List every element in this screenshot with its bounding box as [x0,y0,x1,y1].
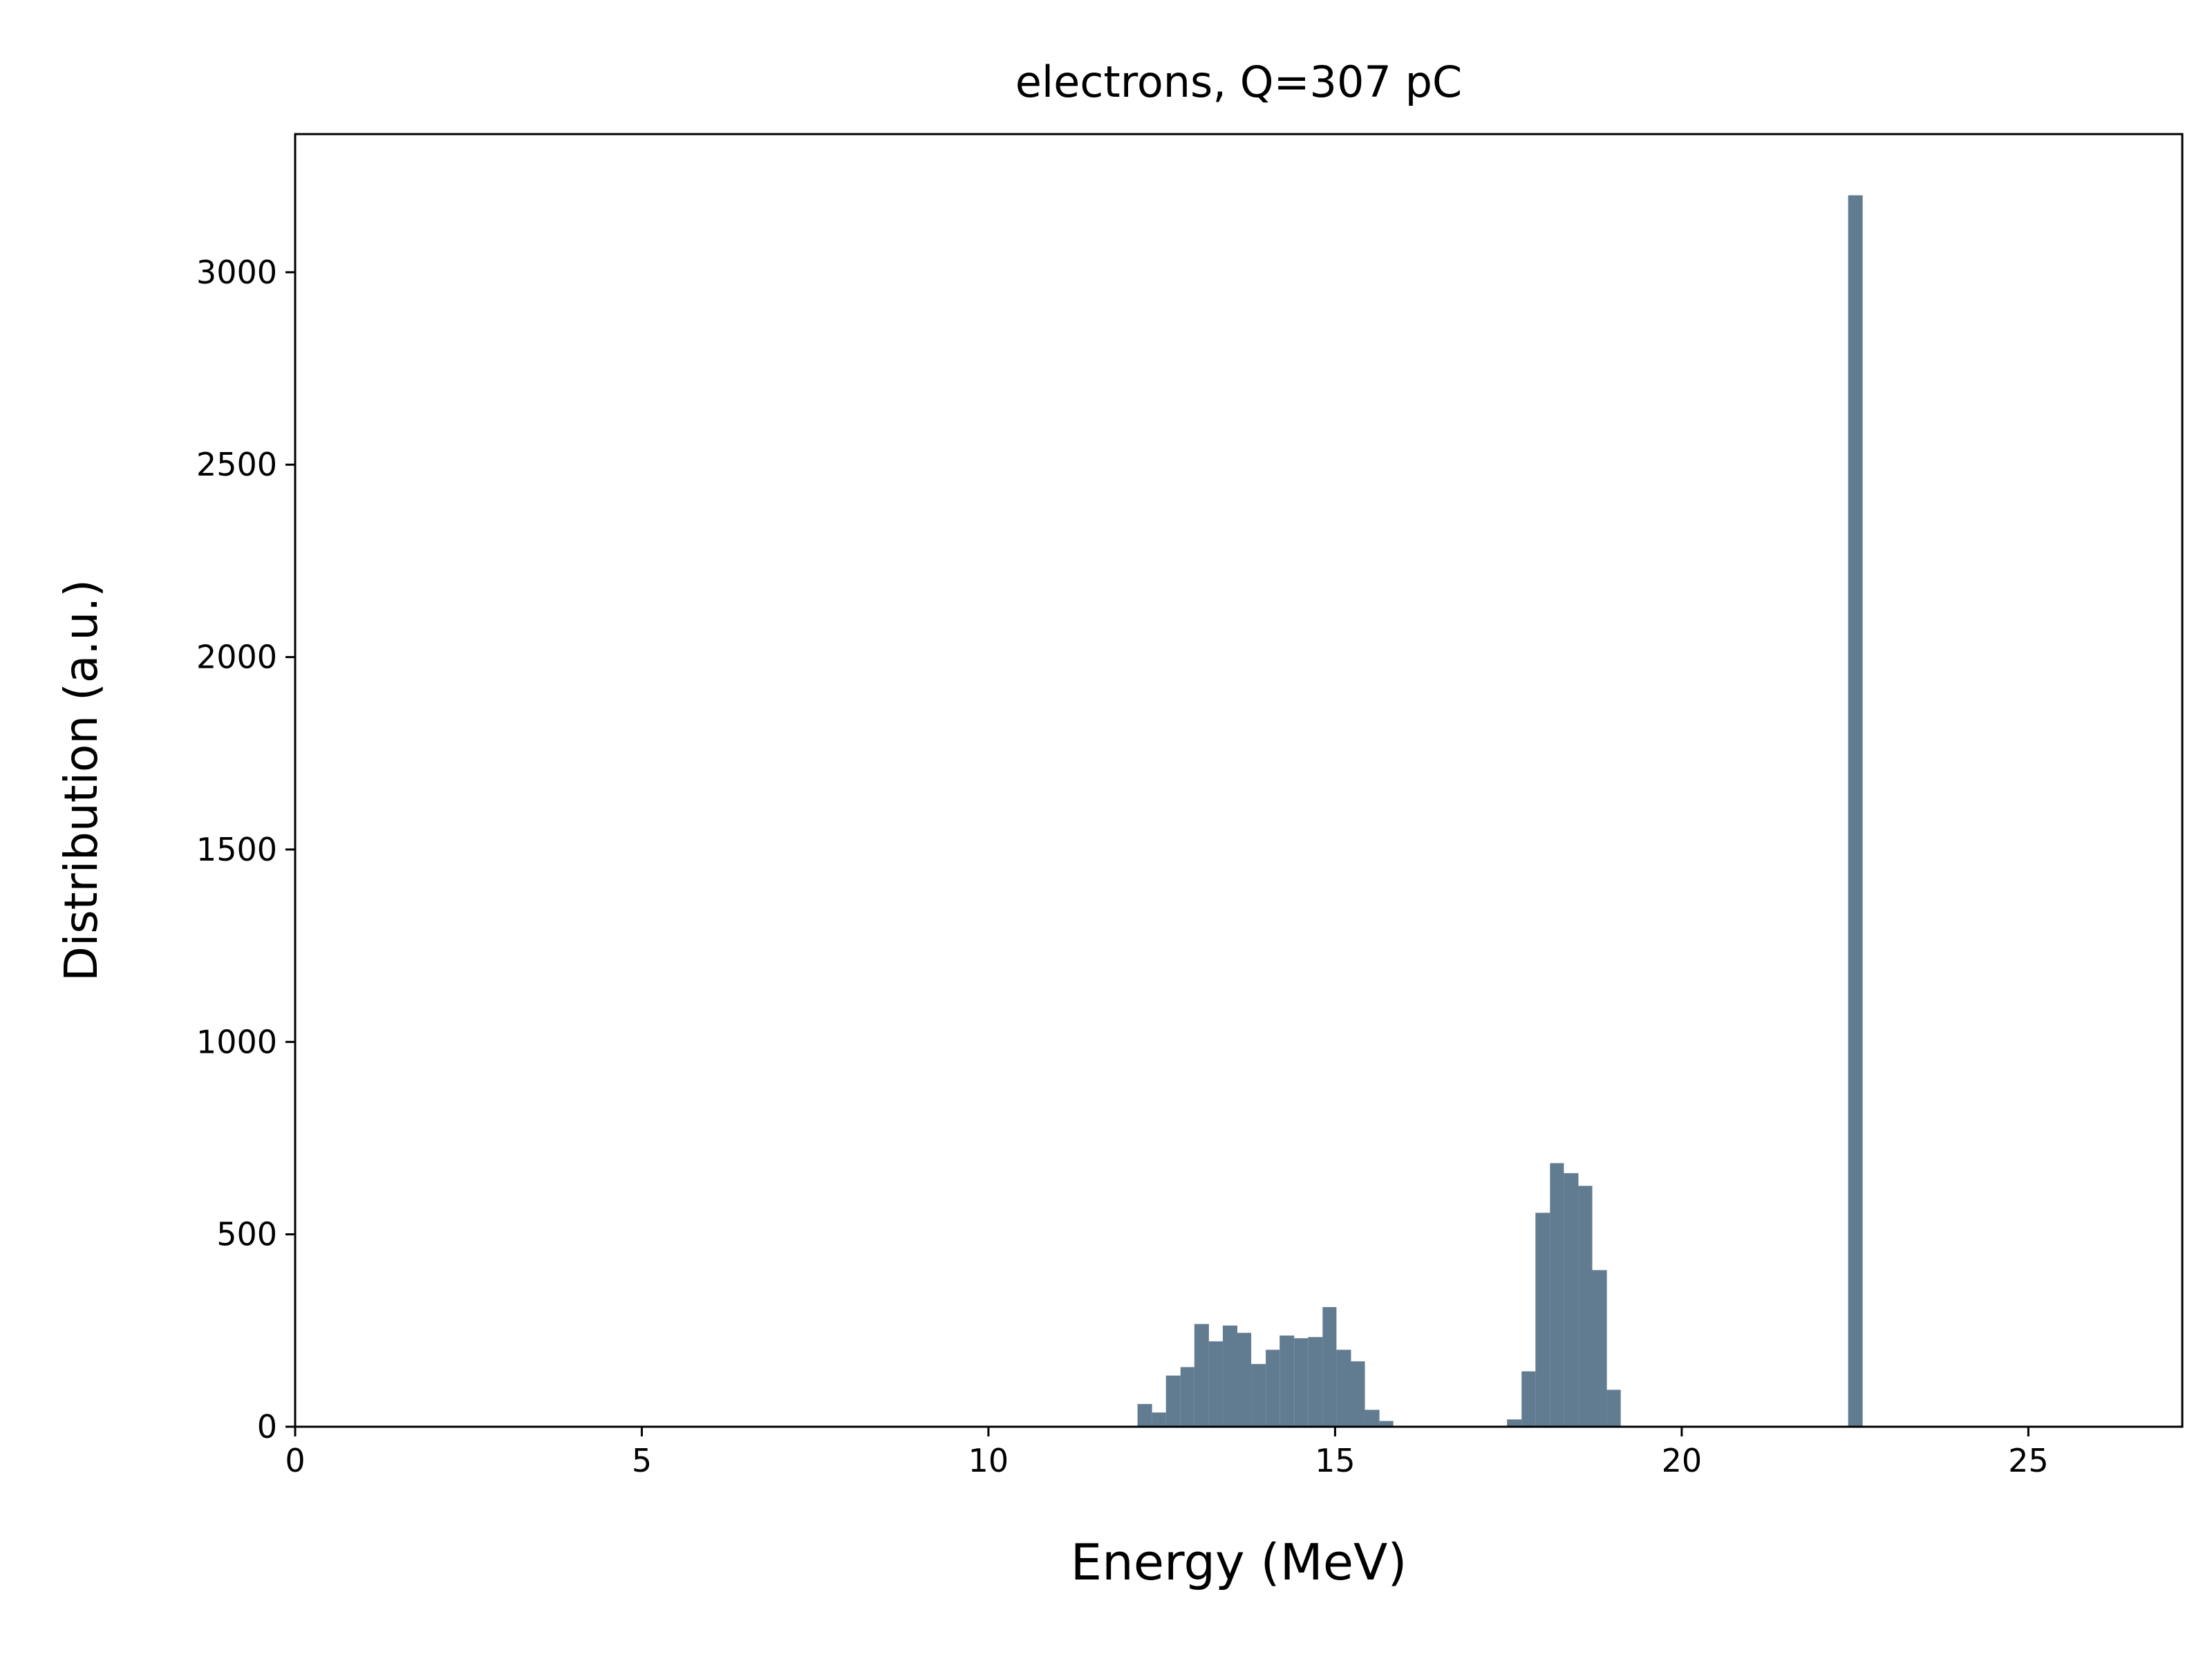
y-tick-label: 2000 [196,639,277,676]
bar [1606,1389,1621,1427]
bar [1365,1409,1380,1427]
bar [1308,1337,1323,1427]
bar [1521,1371,1536,1427]
x-tick-label: 25 [2008,1442,2049,1479]
bar [1351,1361,1365,1427]
bar [1592,1270,1607,1427]
bar [1322,1306,1337,1427]
y-tick-label: 3000 [196,254,277,291]
x-tick-label: 10 [968,1442,1009,1479]
bar [1848,195,1863,1427]
x-axis-label: Energy (MeV) [1071,1533,1407,1591]
bar [1294,1338,1309,1427]
y-axis-label: Distribution (a.u.) [55,579,108,982]
bar [1280,1335,1295,1427]
bar [1208,1341,1223,1427]
chart-title: electrons, Q=307 pC [1015,57,1462,107]
bar [1137,1404,1152,1427]
bar [1564,1173,1579,1427]
plot-frame [294,133,2184,1428]
bar [1251,1364,1266,1427]
bar [1266,1349,1280,1427]
bar [1180,1367,1194,1427]
y-tick-label: 1000 [196,1023,277,1060]
x-tick-label: 0 [285,1442,305,1479]
bar [1194,1324,1209,1427]
bar [1152,1412,1166,1427]
bar [1578,1185,1593,1427]
bar [1507,1419,1522,1427]
y-tick-label: 0 [257,1408,277,1445]
x-tick-label: 20 [1662,1442,1703,1479]
x-tick-label: 5 [632,1442,652,1479]
y-tick-label: 2500 [196,446,277,483]
y-tick-label: 500 [216,1216,277,1253]
bar [1165,1375,1181,1427]
bar [1379,1421,1394,1427]
bar [1222,1325,1237,1427]
x-tick-label: 15 [1315,1442,1356,1479]
bar [1336,1349,1351,1427]
bar [1237,1333,1252,1427]
bar [1550,1163,1564,1427]
bar [1535,1212,1550,1427]
y-tick-label: 1500 [196,831,277,868]
